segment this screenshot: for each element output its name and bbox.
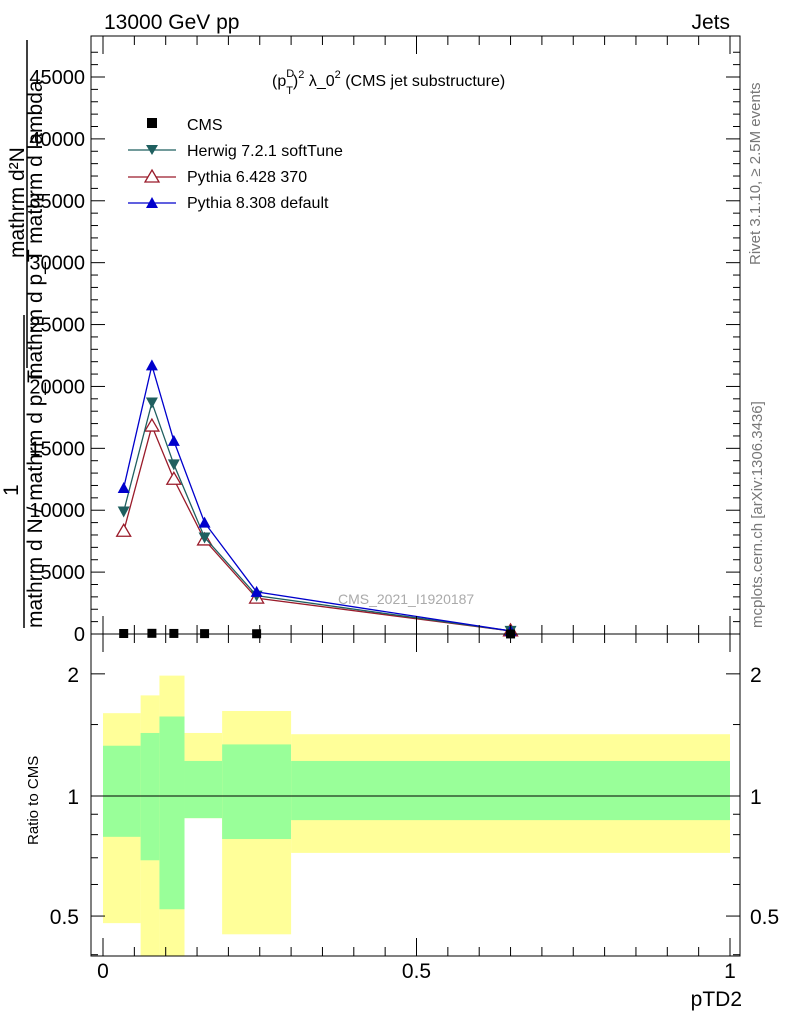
title-sup-3: 2 xyxy=(335,69,341,81)
ratio-plot-frame xyxy=(90,633,741,957)
main-ytick-label: 45000 xyxy=(29,67,85,89)
legend-pythia8-label: Pythia 8.308 default xyxy=(187,195,329,212)
point-pythia-6-428-370 xyxy=(165,470,182,485)
point-pythia-8-308-default xyxy=(198,516,211,528)
ylabel-numerator: mathrm d²N xyxy=(6,147,29,258)
main-ytick-label: 5000 xyxy=(41,562,86,584)
legend-herwig-label: Herwig 7.2.1 softTune xyxy=(187,143,343,160)
legend: CMS Herwig 7.2.1 softTune Pythia 6.428 3… xyxy=(128,117,343,212)
ratio-ytick-label-right: 0.5 xyxy=(750,906,779,929)
point-pythia-6-428-370 xyxy=(143,417,161,432)
ratio-band-inner xyxy=(140,732,160,861)
ylabel-one: 1 xyxy=(0,484,23,496)
point-pythia-8-308-default xyxy=(117,481,130,493)
plot-title: (pD T)2 λ_02 (CMS jet substructure) xyxy=(272,68,505,97)
point-pythia-6-428-370 xyxy=(115,522,132,537)
legend-cms-marker xyxy=(147,118,157,128)
main-ytick-label: 10000 xyxy=(29,500,85,522)
ratio-plot-panel: 0.5 0.5 1 1 2 2 0 0.5 1 Ratio to CMS pTD2 xyxy=(25,633,779,1011)
ratio-xtick-label: 1 xyxy=(724,960,736,983)
point-pythia-8-308-default xyxy=(145,359,158,371)
title-lambda: λ_0 xyxy=(304,73,334,90)
series-line-pythia-6-428-370 xyxy=(123,424,511,632)
ratio-band-inner xyxy=(103,745,141,837)
point-herwig-7-2-1-softtune xyxy=(198,532,211,544)
main-ytick-label: 15000 xyxy=(29,438,85,460)
main-ytick-label: 35000 xyxy=(29,191,85,213)
series-line-herwig-7-2-1-softtune xyxy=(123,400,511,632)
title-part-p: (p xyxy=(272,73,286,90)
point-herwig-7-2-1-softtune xyxy=(145,397,158,409)
legend-cms-label: CMS xyxy=(187,117,223,134)
ratio-ytick-label: 1 xyxy=(67,786,79,809)
ratio-ytick-label: 0.5 xyxy=(50,906,79,929)
ratio-xtick-label: 0.5 xyxy=(402,960,431,983)
title-close: ) xyxy=(293,73,298,90)
ratio-ytick-label-right: 1 xyxy=(750,786,762,809)
main-ytick-label: 0 xyxy=(74,624,85,646)
ylabel-middle: mathrm d p_T mathrm d lambda xyxy=(24,80,47,380)
legend-pythia8-marker xyxy=(146,197,158,208)
title-sub-t: T xyxy=(286,85,293,97)
ratio-ytick-label-right: 2 xyxy=(750,664,762,687)
title-sup-2: 2 xyxy=(298,69,304,81)
legend-pythia6-marker xyxy=(143,168,161,183)
ratio-band-inner xyxy=(291,760,730,821)
point-cms xyxy=(169,628,179,638)
point-pythia-8-308-default xyxy=(167,434,180,446)
point-herwig-7-2-1-softtune xyxy=(167,459,180,471)
ratio-band-inner xyxy=(159,716,185,910)
title-rest: (CMS jet substructure) xyxy=(341,73,505,90)
mcplots-label: mcplots.cern.ch [arXiv:1306.3436] xyxy=(749,401,766,628)
main-ytick-label: 40000 xyxy=(29,129,85,151)
ratio-xtick-label: 0 xyxy=(97,960,109,983)
legend-herwig-marker xyxy=(146,145,158,155)
main-plot-panel: 0 5000 10000 15000 20000 25000 30000 35000 40000… xyxy=(29,35,741,646)
rivet-version-label: Rivet 3.1.10, ≥ 2.5M events xyxy=(747,83,764,266)
ratio-ytick-label: 2 xyxy=(67,664,79,687)
ratio-band-inner xyxy=(184,760,223,819)
point-cms xyxy=(147,628,157,638)
ratio-xlabel: pTD2 xyxy=(691,988,742,1011)
series-line-pythia-8-308-default xyxy=(123,362,511,632)
point-herwig-7-2-1-softtune xyxy=(117,506,130,518)
process-label: Jets xyxy=(691,11,730,34)
point-pythia-8-308-default xyxy=(250,585,263,597)
main-ytick-label: 20000 xyxy=(29,376,85,398)
ratio-band-inner xyxy=(222,744,292,840)
energy-label: 13000 GeV pp xyxy=(104,11,239,34)
main-ytick-label: 30000 xyxy=(29,253,85,275)
title-sup-d: D xyxy=(286,68,294,80)
legend-pythia6-label: Pythia 6.428 370 xyxy=(187,169,307,186)
ylabel-denominator: mathrm d N / mathrm d p_T xyxy=(24,370,47,628)
main-ytick-label: 25000 xyxy=(29,315,85,337)
main-ylabel: mathrm d²N mathrm d p_T mathrm d lambda … xyxy=(0,40,47,628)
ratio-ylabel: Ratio to CMS xyxy=(25,756,42,845)
analysis-watermark: CMS_2021_I1920187 xyxy=(338,591,474,607)
